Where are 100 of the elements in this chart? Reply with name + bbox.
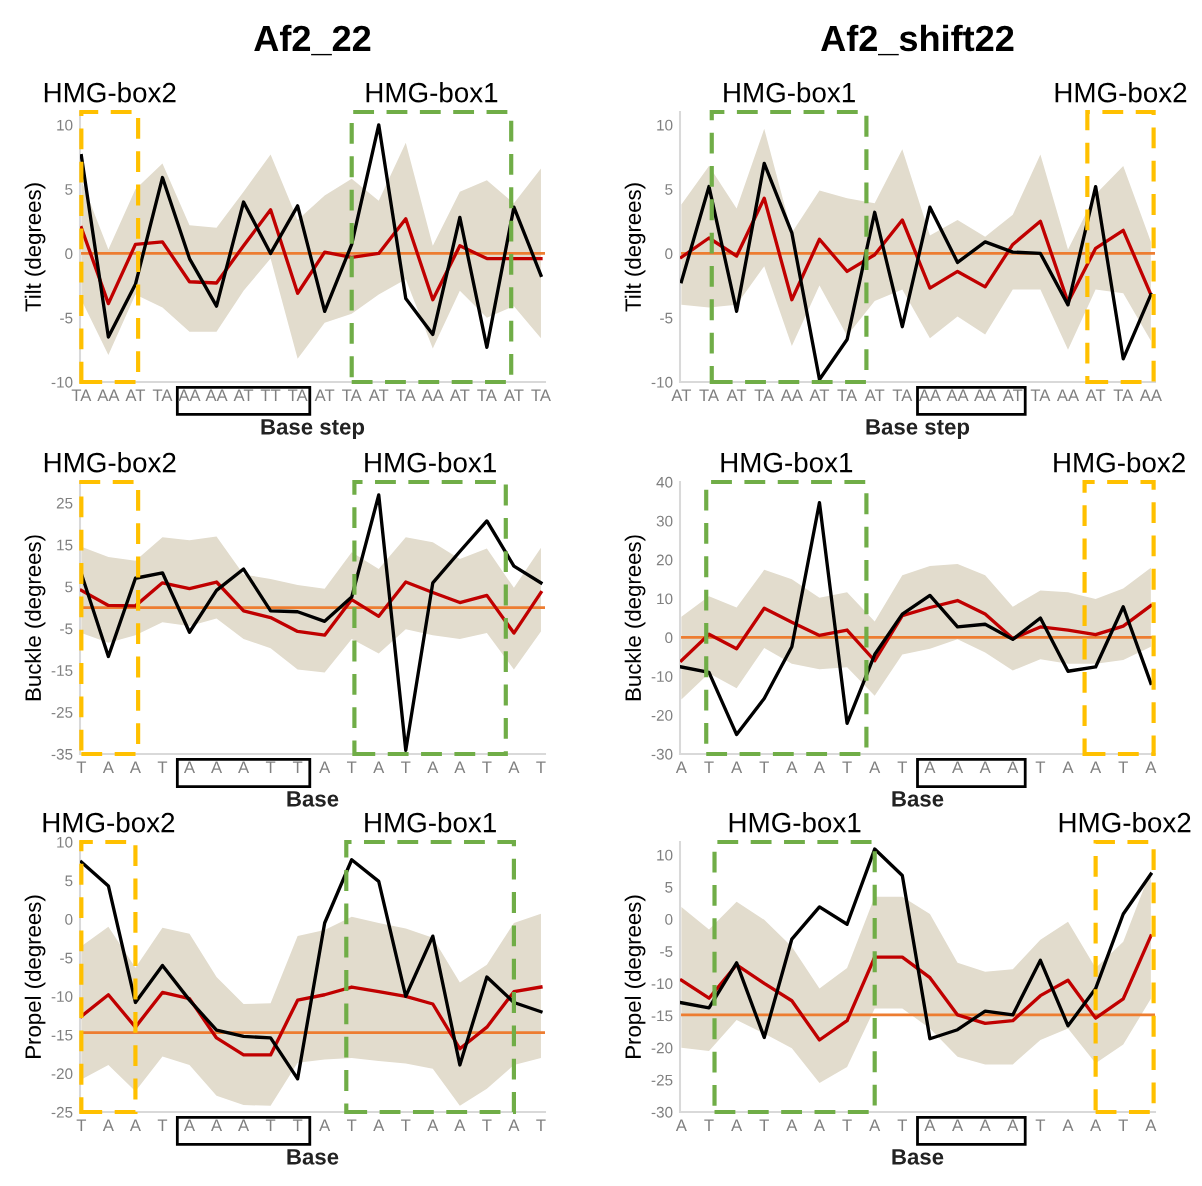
x-tick-label: A [869,761,881,774]
x-tick-label: TA [1113,389,1134,402]
x-tick-label: A [373,1119,385,1132]
y-tick-label: 0 [665,632,673,644]
x-tick-label: T [1118,1119,1128,1132]
y-tick-label: 5 [665,184,673,195]
x-tick-label: AT [503,389,524,402]
x-tick-label: A [1145,1119,1157,1132]
x-tick-label: TA [71,389,92,402]
x-tick-label: A [786,1119,798,1132]
y-tick-label: -30 [651,1106,673,1118]
x-tick-label: AT [1002,389,1023,402]
chart-title: Af2_22 [254,24,371,56]
x-tick-label: T [536,761,546,774]
x-tick-label: A [129,1119,141,1132]
y-tick-label: -5 [60,952,73,964]
x-axis-title: Base [287,1149,339,1165]
x-tick-label: A [238,761,250,774]
x-tick-label: AT [125,389,146,402]
x-tick-label: A [924,1119,936,1132]
x-tick-label: A [675,1119,687,1132]
y-tick-label: -5 [60,623,73,635]
y-tick-label: 30 [656,515,673,527]
x-tick-label: TA [699,389,719,402]
text: HMG-box1 [366,82,498,103]
x-axis-title: Base step [866,419,970,440]
x-tick-label: A [675,761,687,774]
x-tick-label: TA [152,389,173,402]
text: HMG-box2 [1055,82,1187,103]
line-series [80,858,543,1081]
x-tick-label: A [508,761,520,774]
x-tick-label: T [1118,761,1128,774]
x-tick-label: AT [864,389,885,402]
x-tick-label: A [952,1119,964,1132]
x-tick-label: T [265,761,276,774]
y-axis-title: Tilt (degrees) [624,183,646,312]
x-tick-label: A [211,1119,223,1132]
x-tick-label: A [1062,761,1074,774]
x-tick-label: A [454,1119,466,1132]
x-tick-label: TA [892,389,913,402]
x-tick-label: AT [368,389,389,402]
x-tick-label: AA [918,389,942,402]
text: HMG-box1 [365,452,496,473]
x-tick-label: T [76,761,87,774]
text: HMG-box1 [365,812,496,833]
y-tick-label: 10 [657,593,673,605]
x-tick-label: A [979,1119,991,1132]
x-tick-label: TA [531,389,551,402]
y-tick-label: 15 [57,539,73,551]
x-tick-label: A [869,1119,881,1132]
x-tick-label: TT [260,389,281,402]
x-tick-label: T [704,1119,714,1132]
x-tick-label: TA [754,389,775,402]
x-tick-label: TA [477,389,497,402]
y-tick-label: 0 [65,914,73,925]
y-tick-label: -20 [651,710,673,721]
x-tick-label: AA [780,389,803,402]
x-tick-label: A [924,761,936,774]
text: HMG-box2 [43,812,175,833]
x-tick-label: A [952,761,964,774]
x-tick-label: T [346,761,357,774]
y-tick-label: 20 [656,554,673,566]
y-tick-label: 5 [65,875,73,887]
x-tick-label: A [373,761,385,774]
x-tick-label: T [1035,761,1046,774]
line-series [680,934,1153,1042]
y-tick-label: 10 [57,119,73,131]
y-tick-label: 5 [665,882,673,893]
text: HMG-box2 [1059,812,1191,833]
x-axis-title: Base [892,791,944,807]
y-tick-label: 5 [65,581,73,593]
y-tick-label: -20 [651,1042,673,1054]
x-tick-label: A [183,761,196,774]
text: HMG-box1 [721,452,853,473]
line-series [80,580,543,637]
x-tick-label: A [1145,761,1157,774]
x-tick-label: AA [974,389,997,402]
y-tick-label: -5 [660,946,673,957]
y-tick-label: 0 [665,248,673,260]
x-tick-label: TA [1030,389,1051,402]
y-tick-label: 0 [665,914,673,925]
x-tick-label: T [482,1119,492,1132]
x-tick-label: T [897,1119,908,1132]
x-tick-label: T [76,1119,87,1132]
text: HMG-box1 [729,812,861,833]
y-tick-label: -25 [51,1106,73,1118]
x-tick-label: T [704,761,714,774]
y-tick-label: 25 [56,497,73,509]
y-tick-label: -5 [660,312,673,324]
text: HMG-box2 [1054,452,1185,473]
x-tick-label: A [319,1119,331,1132]
x-tick-label: T [482,761,492,774]
text: HMG-box1 [724,82,855,103]
y-tick-label: -25 [51,707,73,718]
x-axis-title: Base [287,791,339,807]
line-series [680,196,1153,304]
y-tick-label: -10 [51,991,73,1002]
y-axis-title: Buckle (degrees) [24,535,46,701]
x-tick-label: A [238,1119,250,1132]
x-tick-label: AT [726,389,747,402]
